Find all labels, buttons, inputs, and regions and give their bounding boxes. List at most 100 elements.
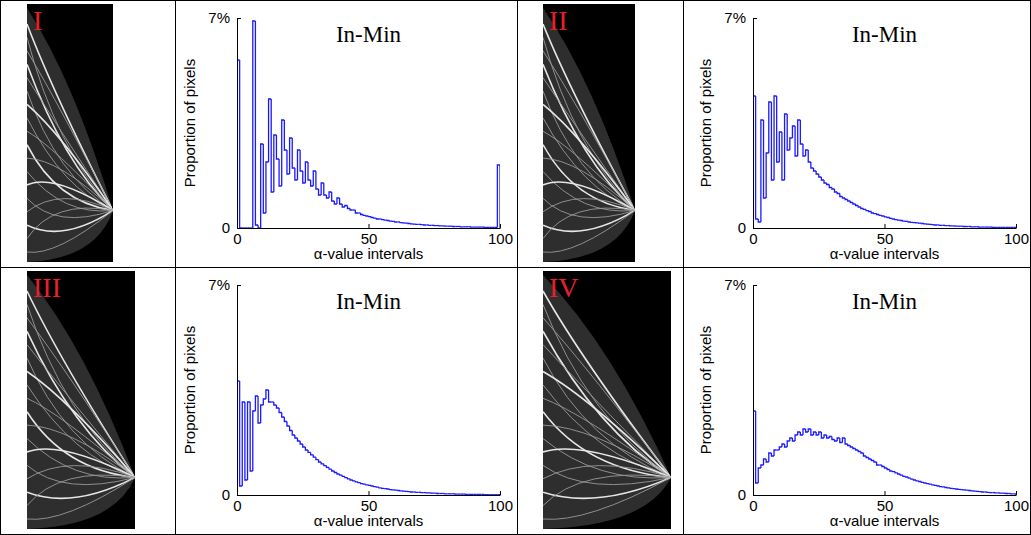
x-axis-title: α-value intervals [314,245,424,262]
frame [0,0,1031,535]
histogram-step [813,168,816,171]
tissue-strand [27,172,113,211]
image-background [543,4,635,262]
tick: 7% [724,9,757,26]
tick-label: 0 [233,497,241,514]
figure: I05010007%In-Minα-value intervalsProport… [0,0,1031,535]
histogram-step [424,224,427,226]
tissue-strand [543,477,671,519]
histogram-step [877,462,880,465]
histogram-step [845,438,848,444]
tissue-strands [543,291,671,519]
tissue-strands [27,24,113,252]
axis-line [237,286,238,496]
tick-mark [237,18,241,19]
histogram-step [311,452,314,454]
tick: 7% [724,276,757,293]
histogram-step [819,174,822,177]
histogram-step [974,226,977,227]
axis-line [753,19,754,229]
tissue-strand [27,210,113,252]
histogram-step [466,226,469,227]
histogram-step [248,227,251,228]
histogram-step [329,467,332,469]
tick-mark [237,228,241,229]
tissue-strand [543,425,671,477]
tissue-strand [27,91,113,210]
histogram-step [316,457,319,459]
histogram-step [848,200,851,202]
chart-title: In-Min [336,289,402,314]
histogram-step [253,411,256,471]
histogram-step [450,493,453,494]
histogram-step [790,138,793,150]
tissue-strand [27,358,135,477]
histogram-step [1005,227,1008,228]
tick-label: 100 [1004,497,1029,514]
breast-tissue [543,275,671,529]
tissue-strand [27,477,135,519]
histogram-step [471,494,474,495]
histogram [237,381,500,495]
tissue-strand [543,318,671,478]
histogram-step [455,493,458,495]
histogram-step [761,465,764,468]
histogram-step [984,226,987,227]
tick: 7% [208,9,241,26]
histogram-step [261,405,264,423]
image-background [543,271,671,529]
histogram-step [808,150,811,162]
histogram-step [869,458,872,460]
histogram-step [821,177,824,180]
tick-label: 0 [222,219,230,236]
histogram-step [487,227,490,228]
tissue-strand [543,439,671,478]
tick-mark [753,228,757,229]
tissue-strand [543,145,635,211]
breast-tissue [543,8,635,262]
histogram-step [995,227,998,228]
histogram-step [284,417,287,422]
y-axis: 0 7% [724,9,757,236]
tick: 100 [488,491,513,514]
tissue-strand [27,78,113,211]
panel-label: IV [549,272,579,303]
histogram-step [963,226,966,228]
tissue-strand [543,412,671,478]
histogram-step [376,217,379,219]
histogram-step [455,226,458,227]
x-axis: 050100 [749,224,1029,247]
y-axis: 07% [724,276,757,503]
tick: 0 [738,219,757,236]
histogram-step [900,474,903,475]
histogram-step [484,494,487,495]
histogram-step [856,204,859,206]
tick-label: 0 [222,486,230,503]
histogram-step [321,462,324,464]
histogram-step [779,447,782,450]
histogram-step [355,210,358,213]
histogram-step [461,493,464,494]
y-axis: 0 7% [208,9,241,236]
histogram-step [1003,227,1006,228]
tick-mark [237,495,241,496]
tissue-strand [27,158,113,210]
tissue-strand [543,208,635,239]
panel-label: I [33,5,42,36]
histogram-step [350,209,353,211]
tick: 50 [361,224,378,247]
histogram-step [982,226,985,227]
histogram-step [332,192,335,201]
axis-line [237,19,238,229]
tissue-strand [543,104,635,210]
histogram-step [766,153,769,198]
panel: II05010007%In-Minα-value intervalsPropor… [543,4,1029,262]
histogram-step [795,435,798,441]
histogram-step [492,494,495,495]
image-background [27,271,135,529]
tissue-strand [543,91,635,210]
histogram-step [987,226,990,227]
histogram-step [858,206,861,208]
histogram-step [300,441,303,444]
mammogram-image [543,4,635,262]
